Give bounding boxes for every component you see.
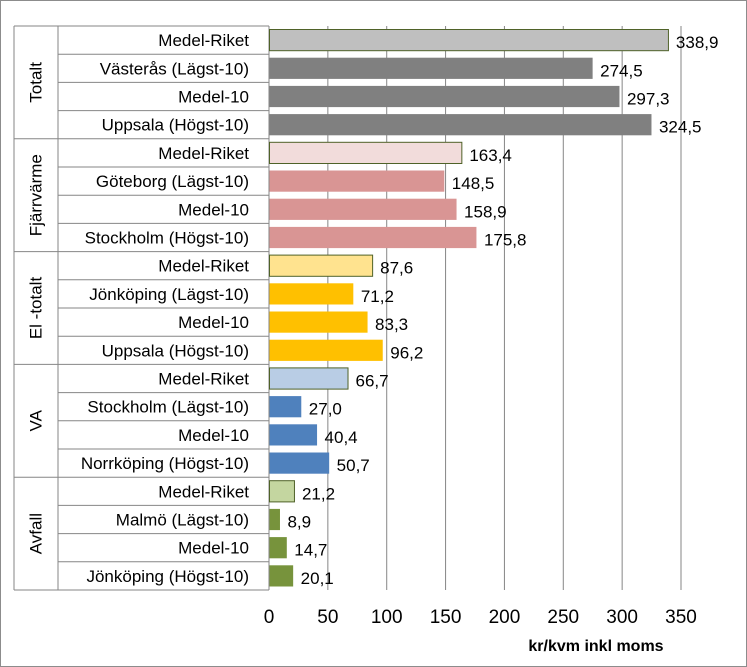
- group-label: VA: [27, 409, 46, 431]
- data-label: 297,3: [627, 90, 670, 109]
- bar: [269, 283, 354, 305]
- bar: [269, 226, 477, 249]
- bar: [269, 565, 294, 587]
- bar: [269, 141, 463, 165]
- category-label: Uppsala (Högst-10): [102, 341, 249, 360]
- bar: [269, 198, 457, 220]
- category-label: Jönköping (Lägst-10): [89, 285, 249, 304]
- data-label: 40,4: [325, 428, 358, 447]
- data-label: 274,5: [600, 61, 643, 80]
- category-label: Medel-Riket: [158, 144, 249, 163]
- category-label: Stockholm (Högst-10): [85, 229, 249, 248]
- data-label: 8,9: [287, 513, 311, 532]
- x-tick-label: 200: [489, 607, 521, 628]
- x-tick-label: 0: [264, 607, 275, 628]
- bar: [269, 424, 318, 446]
- bar: [269, 508, 280, 531]
- group-label: Totalt: [27, 62, 46, 103]
- data-label: 50,7: [337, 456, 370, 475]
- category-label: Medel-10: [178, 426, 249, 445]
- x-tick-label: 100: [371, 607, 403, 628]
- bar: [269, 480, 295, 503]
- data-label: 158,9: [464, 202, 507, 221]
- category-frame: [13, 25, 270, 591]
- bar: [269, 311, 368, 333]
- data-label: 175,8: [484, 231, 527, 250]
- category-label: Medel-Riket: [158, 257, 249, 276]
- category-label: Medel-10: [178, 539, 249, 558]
- data-label: 14,7: [294, 541, 327, 560]
- group-labels: Totalt Fjärrvärme El -totalt VA Avfall: [27, 62, 46, 554]
- bars: 338,9 274,5 297,3 324,5 163,4 148,5 158,9 175,8…: [269, 29, 719, 588]
- x-tick-label: 250: [547, 607, 579, 628]
- bar: [269, 339, 383, 361]
- category-label: Malmö (Lägst-10): [116, 511, 249, 530]
- x-tick-label: 350: [665, 607, 697, 628]
- gridlines: [268, 26, 682, 590]
- data-label: 324,5: [659, 118, 702, 137]
- category-label: Medel-Riket: [158, 370, 249, 389]
- x-tick-label: 50: [317, 607, 338, 628]
- group-label: Avfall: [27, 513, 46, 554]
- bar: [269, 537, 287, 559]
- category-label: Göteborg (Lägst-10): [96, 172, 249, 191]
- bar: [269, 452, 330, 474]
- category-label: Jönköping (Högst-10): [86, 567, 249, 586]
- x-axis-title: kr/kvm inkl moms: [528, 638, 663, 655]
- data-label: 21,2: [302, 484, 335, 503]
- category-label: Medel-Riket: [158, 482, 249, 501]
- x-axis-ticks: 0 50 100 150 200 250 300 350: [264, 607, 697, 628]
- category-label: Stockholm (Lägst-10): [87, 398, 249, 417]
- bar: [269, 367, 349, 390]
- data-label: 66,7: [356, 372, 389, 391]
- data-label: 96,2: [390, 343, 423, 362]
- category-label: Medel-10: [178, 200, 249, 219]
- data-label: 83,3: [375, 315, 408, 334]
- bar: [269, 85, 620, 108]
- x-tick-label: 150: [430, 607, 462, 628]
- category-label: Medel-10: [178, 313, 249, 332]
- group-label: El -totalt: [27, 277, 46, 340]
- data-label: 71,2: [361, 287, 394, 306]
- data-label: 27,0: [309, 400, 342, 419]
- data-label: 338,9: [676, 33, 719, 52]
- data-label: 163,4: [469, 146, 512, 165]
- category-label: Uppsala (Högst-10): [102, 116, 249, 135]
- category-labels: Medel-Riket Västerås (Lägst-10) Medel-10 Up…: [81, 31, 249, 586]
- category-label: Medel-Riket: [158, 31, 249, 50]
- category-label: Norrköping (Högst-10): [81, 454, 249, 473]
- x-tick-label: 300: [606, 607, 638, 628]
- data-label: 87,6: [380, 259, 413, 278]
- group-label: Fjärrvärme: [27, 154, 46, 236]
- bar: [269, 254, 374, 277]
- bar: [269, 114, 652, 136]
- bar: [269, 57, 593, 79]
- category-label: Västerås (Lägst-10): [100, 59, 249, 78]
- bar: [269, 170, 445, 192]
- data-label: 20,1: [301, 569, 334, 588]
- category-label: Medel-10: [178, 88, 249, 107]
- bar: [269, 29, 669, 52]
- bar: [269, 396, 302, 418]
- data-label: 148,5: [452, 174, 495, 193]
